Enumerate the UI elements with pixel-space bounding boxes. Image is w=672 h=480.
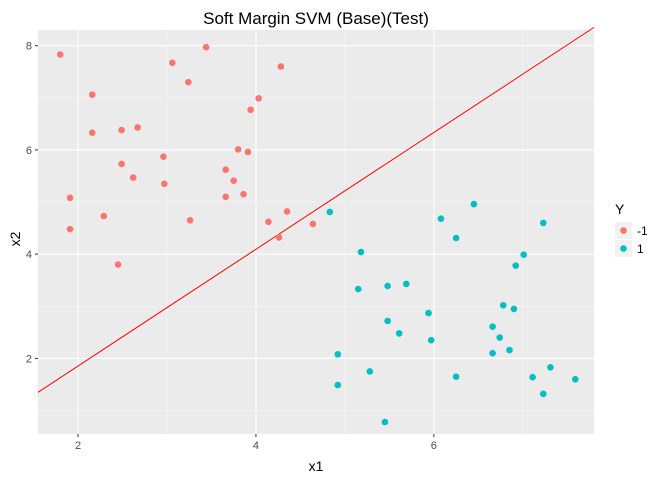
point-class-neg	[222, 193, 230, 201]
point-class-neg	[255, 94, 262, 102]
legend-title: Y	[615, 201, 625, 217]
point-class-pos	[489, 323, 496, 330]
plot-panel	[38, 30, 594, 434]
point-class-neg	[88, 91, 96, 98]
point-class-neg	[160, 153, 167, 160]
legend: Y -1 1	[615, 201, 648, 257]
point-class-neg	[222, 166, 230, 174]
point-class-pos	[452, 234, 460, 242]
point-class-pos	[326, 208, 334, 216]
y-axis-ticks: 2 4 6 8	[26, 41, 38, 365]
point-class-neg	[202, 43, 210, 51]
y-tick-label: 4	[26, 249, 32, 261]
point-class-neg	[275, 234, 283, 241]
legend-label-neg: -1	[637, 224, 648, 238]
point-class-pos	[547, 363, 554, 371]
point-class-pos	[354, 285, 362, 293]
point-class-neg	[244, 148, 252, 156]
point-class-neg	[186, 216, 194, 224]
y-axis-title: x2	[7, 231, 23, 246]
point-class-neg	[66, 225, 74, 233]
point-class-pos	[506, 346, 513, 354]
minor-gridlines	[38, 30, 594, 434]
point-class-neg	[169, 59, 176, 67]
point-class-pos	[334, 381, 342, 389]
point-class-pos	[384, 282, 391, 290]
chart-title: Soft Margin SVM (Base)(Test)	[203, 9, 429, 28]
point-class-neg	[265, 218, 272, 226]
y-tick-label: 6	[26, 145, 32, 157]
point-class-pos	[499, 301, 507, 309]
point-class-neg	[114, 261, 122, 268]
x-tick-label: 4	[253, 440, 259, 452]
point-class-neg	[277, 63, 285, 70]
point-class-pos	[384, 317, 391, 325]
point-class-pos	[366, 368, 374, 375]
point-class-pos	[470, 200, 478, 208]
point-class-neg	[66, 194, 74, 202]
data-points	[56, 43, 579, 426]
point-class-pos	[381, 418, 389, 426]
point-class-pos	[489, 349, 496, 357]
point-class-neg	[240, 190, 247, 198]
point-class-neg	[309, 220, 317, 228]
legend-marker-neg	[620, 227, 627, 234]
point-class-neg	[56, 51, 64, 58]
point-class-neg	[88, 129, 96, 136]
point-class-neg	[100, 212, 108, 220]
point-class-neg	[234, 146, 242, 153]
point-class-pos	[402, 280, 410, 288]
point-class-neg	[283, 208, 291, 215]
legend-label-pos: 1	[637, 242, 644, 256]
point-class-pos	[572, 375, 579, 383]
point-class-pos	[539, 219, 547, 227]
point-class-pos	[334, 350, 342, 358]
point-class-neg	[118, 126, 125, 134]
point-class-pos	[357, 248, 365, 256]
point-class-pos	[452, 373, 460, 380]
point-class-pos	[395, 330, 403, 337]
point-class-pos	[510, 305, 518, 313]
point-class-pos	[539, 390, 547, 398]
legend-marker-pos	[620, 245, 627, 252]
point-class-pos	[427, 336, 435, 344]
point-class-neg	[134, 124, 141, 131]
point-class-neg	[161, 180, 168, 188]
point-class-neg	[230, 177, 238, 184]
y-tick-label: 8	[26, 41, 32, 53]
point-class-pos	[425, 309, 432, 317]
x-tick-label: 6	[431, 440, 437, 452]
x-axis-ticks: 2 4 6	[75, 434, 437, 452]
point-class-pos	[520, 251, 528, 258]
point-class-neg	[129, 174, 137, 181]
point-class-neg	[185, 78, 192, 86]
point-class-pos	[496, 334, 504, 341]
y-tick-label: 2	[26, 353, 32, 365]
point-class-neg	[247, 106, 254, 114]
decision-boundary-line	[37, 26, 595, 393]
point-class-pos	[512, 262, 520, 269]
point-class-pos	[529, 373, 536, 381]
point-class-neg	[118, 160, 125, 168]
x-tick-label: 2	[75, 440, 81, 452]
point-class-pos	[437, 215, 445, 223]
x-axis-title: x1	[309, 458, 324, 474]
